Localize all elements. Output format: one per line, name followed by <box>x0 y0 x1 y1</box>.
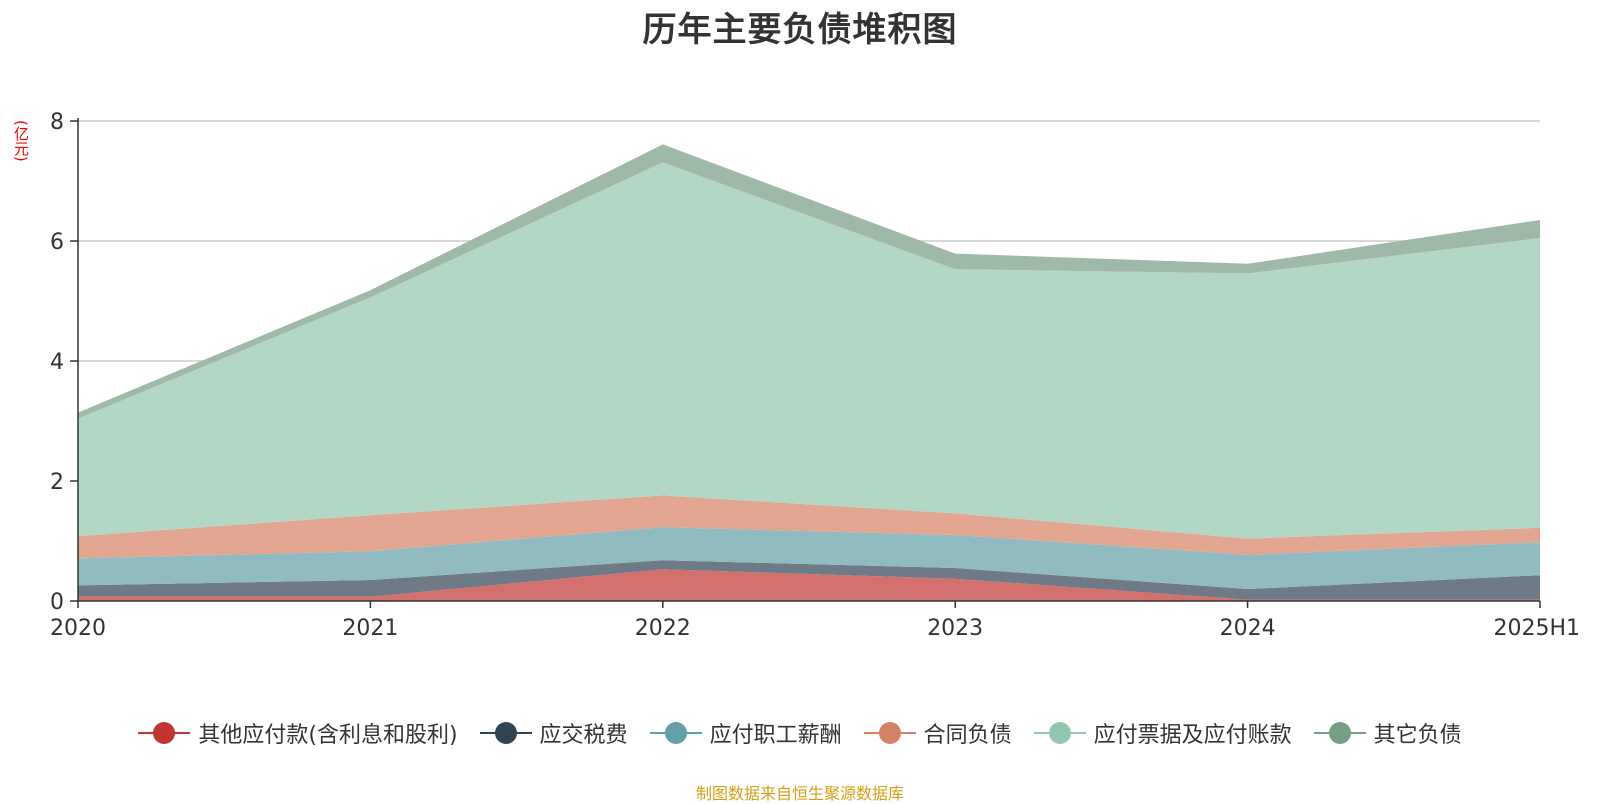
legend-label: 应付票据及应付账款 <box>1093 723 1292 748</box>
legend: 其他应付款(含利息和股利) 应交税费 应付职工薪酬 合同负债 应付票据及应付账款 其它负债 <box>0 717 1600 749</box>
legend-label: 应交税费 <box>539 723 628 748</box>
x-tick-label: 2023 <box>927 616 983 641</box>
legend-item[interactable]: 合同负债 <box>863 717 1012 749</box>
legend-item[interactable]: 应付票据及应付账款 <box>1033 717 1292 749</box>
x-tick-label: 2021 <box>342 616 398 641</box>
legend-swatch-icon <box>138 722 191 744</box>
area-series-0 <box>78 569 1540 601</box>
legend-label: 合同负债 <box>923 723 1012 748</box>
legend-swatch-icon <box>1033 722 1086 744</box>
y-tick-label: 2 <box>50 470 64 495</box>
area-series-5 <box>78 144 1540 419</box>
area-series-4 <box>78 162 1540 539</box>
y-tick-label: 4 <box>50 350 64 375</box>
legend-label: 其它负债 <box>1373 723 1462 748</box>
legend-label: 应付职工薪酬 <box>709 723 842 748</box>
legend-item[interactable]: 其它负债 <box>1313 717 1462 749</box>
legend-swatch-dot <box>153 722 176 744</box>
legend-label: 其他应付款(含利息和股利) <box>198 723 458 748</box>
x-tick-label: 2020 <box>50 616 106 641</box>
legend-item[interactable]: 其他应付款(含利息和股利) <box>138 717 458 749</box>
legend-swatch-dot <box>878 722 901 744</box>
legend-swatch-dot <box>1048 722 1071 744</box>
legend-swatch-dot <box>664 722 687 744</box>
legend-item[interactable]: 应交税费 <box>479 717 628 749</box>
area-series <box>78 144 1540 601</box>
chart-title: 历年主要负债堆积图 <box>642 10 958 50</box>
area-series-1 <box>78 560 1540 600</box>
legend-swatch-icon <box>1313 722 1366 744</box>
legend-swatch-icon <box>479 722 532 744</box>
legend-swatch-icon <box>863 722 916 744</box>
x-tick-label: 2025H1 <box>1493 616 1580 641</box>
x-tick-label: 2024 <box>1220 616 1276 641</box>
y-tick-label: 8 <box>50 110 64 135</box>
area-series-3 <box>78 495 1540 559</box>
legend-swatch-dot <box>494 722 517 744</box>
legend-swatch-icon <box>649 722 702 744</box>
axes: 0 2 4 6 8 2020 2021 2022 2023 2024 2025H1 <box>50 110 1580 641</box>
legend-swatch-dot <box>1328 722 1351 744</box>
y-axis-unit-label: (亿元) <box>12 120 30 162</box>
y-tick-label: 6 <box>50 230 64 255</box>
area-series-2 <box>78 527 1540 589</box>
source-note: 制图数据来自恒生聚源数据库 <box>695 784 904 803</box>
legend-item[interactable]: 应付职工薪酬 <box>649 717 842 749</box>
x-tick-label: 2022 <box>635 616 691 641</box>
y-tick-label: 0 <box>50 590 64 615</box>
